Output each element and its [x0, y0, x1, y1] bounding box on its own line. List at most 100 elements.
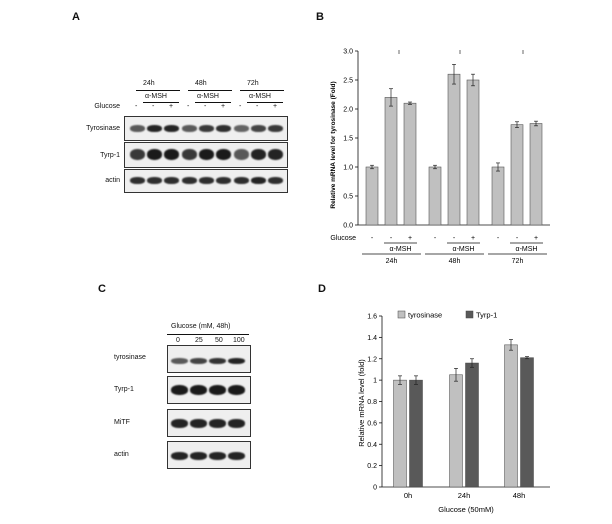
time-label-48h: 48h — [195, 80, 207, 87]
group-label-b: 24h — [386, 258, 398, 265]
blot-band — [228, 452, 245, 460]
bar-b — [384, 97, 398, 226]
time-rule-48h — [188, 90, 232, 91]
y-tick-label-b: 1.5 — [343, 136, 353, 143]
blot-band — [209, 358, 226, 364]
blot-band — [171, 385, 188, 395]
blot-band — [190, 419, 207, 428]
blot-band — [147, 149, 162, 160]
blot-band — [147, 125, 162, 132]
legend-swatch-d — [397, 310, 406, 319]
blot-tyrp1-c — [167, 376, 251, 404]
blot-band — [228, 419, 245, 428]
blot-band — [190, 452, 207, 460]
blot-tyrp1-a — [124, 142, 288, 168]
blot-band — [182, 177, 197, 184]
legend-swatch-d — [465, 310, 474, 319]
blot-band — [268, 177, 283, 184]
dose-50: 50 — [215, 337, 223, 344]
lane-sign: - — [135, 103, 138, 110]
y-tick-label-d: 0.8 — [367, 399, 377, 406]
blot-mitf-c — [167, 409, 251, 437]
blot-band — [216, 149, 231, 160]
blot-band — [171, 419, 188, 428]
blot-actin-a — [124, 169, 288, 193]
time-label-72h: 72h — [247, 80, 259, 87]
msh-label-b: α-MSH — [516, 246, 538, 253]
blot-band — [164, 125, 179, 132]
bar-d — [504, 344, 518, 488]
y-tick-label-d: 0 — [373, 485, 377, 492]
bar-b — [491, 166, 505, 226]
blot-band — [268, 125, 283, 132]
bar-b — [466, 79, 480, 226]
y-tick-label-d: 0.2 — [367, 463, 377, 470]
glucose-sign-b: + — [534, 235, 538, 242]
blot-band — [164, 149, 179, 160]
y-tick-label-d: 1.2 — [367, 356, 377, 363]
time-rule-72h — [240, 90, 284, 91]
bar-b — [447, 73, 461, 226]
bar-d — [520, 357, 534, 488]
blot-band — [234, 177, 249, 184]
msh-rule-24h — [143, 102, 179, 103]
lane-sign: - — [204, 103, 207, 110]
bar-d — [465, 362, 479, 488]
time-rule-24h — [136, 90, 180, 91]
blot-band — [171, 452, 188, 460]
dose-100: 100 — [233, 337, 245, 344]
y-tick-label-d: 1 — [373, 378, 377, 385]
blot-band — [228, 385, 245, 395]
y-tick-label-d: 0.4 — [367, 442, 377, 449]
blot-band — [251, 177, 266, 184]
lane-sign: + — [169, 103, 174, 110]
y-axis-label-b: Relative mRNA level for tyrosinase (Fold… — [330, 81, 337, 208]
lane-sign: - — [187, 103, 190, 110]
lane-sign: - — [256, 103, 259, 110]
glucose-sign-b: + — [471, 235, 475, 242]
glucose-rule-c — [167, 334, 249, 335]
blot-actin-c — [167, 441, 251, 469]
msh-label-48h: α-MSH — [197, 93, 219, 100]
blot-band — [190, 358, 207, 364]
glucose-sign-b: + — [408, 235, 412, 242]
dose-25: 25 — [195, 337, 203, 344]
bar-d — [409, 379, 423, 488]
panel-letter-d: D — [318, 283, 326, 295]
blot-band — [190, 385, 207, 395]
row-label-tyrosinase-c: tyrosinase — [114, 354, 146, 361]
panel-d-chart: Relative mRNA level (fold) 0 0.2 0.4 0.6 0.8… — [357, 310, 550, 514]
y-tick-label-b: 0.0 — [343, 223, 353, 230]
legend-label-d: Tyrp-1 — [476, 311, 497, 320]
blot-band — [216, 125, 231, 132]
blot-band — [182, 149, 197, 160]
y-tick-label-b: 2.5 — [343, 78, 353, 85]
panel-letter-b: B — [316, 11, 324, 23]
blot-band — [199, 149, 214, 160]
blot-tyrosinase-c — [167, 345, 251, 373]
row-label-actin-a: actin — [105, 177, 120, 184]
msh-label-b: α-MSH — [453, 246, 475, 253]
blot-band — [251, 149, 266, 160]
blot-band — [209, 452, 226, 460]
row-label-tyrp1-c: Tyrp-1 — [114, 386, 134, 393]
legend-label-d: tyrosinase — [408, 311, 442, 320]
lane-sign: + — [273, 103, 278, 110]
y-tick-label-d: 0.6 — [367, 420, 377, 427]
blot-band — [234, 149, 249, 160]
glucose-header-c: Glucose (mM, 48h) — [171, 323, 231, 330]
y-tick-label-d: 1.6 — [367, 314, 377, 321]
row-label-mitf-c: MiTF — [114, 419, 130, 426]
blot-band — [199, 177, 214, 184]
msh-rule-72h — [247, 102, 283, 103]
blot-band — [234, 125, 249, 132]
blot-band — [228, 358, 245, 364]
blot-band — [182, 125, 197, 132]
row-label-actin-c: actin — [114, 451, 129, 458]
x-tick-label-d: 0h — [404, 491, 412, 500]
blot-band — [130, 149, 145, 160]
glucose-sign-b: - — [434, 235, 437, 242]
blot-band — [209, 385, 226, 395]
msh-label-24h: α-MSH — [145, 93, 167, 100]
glucose-sign-b: - — [497, 235, 500, 242]
